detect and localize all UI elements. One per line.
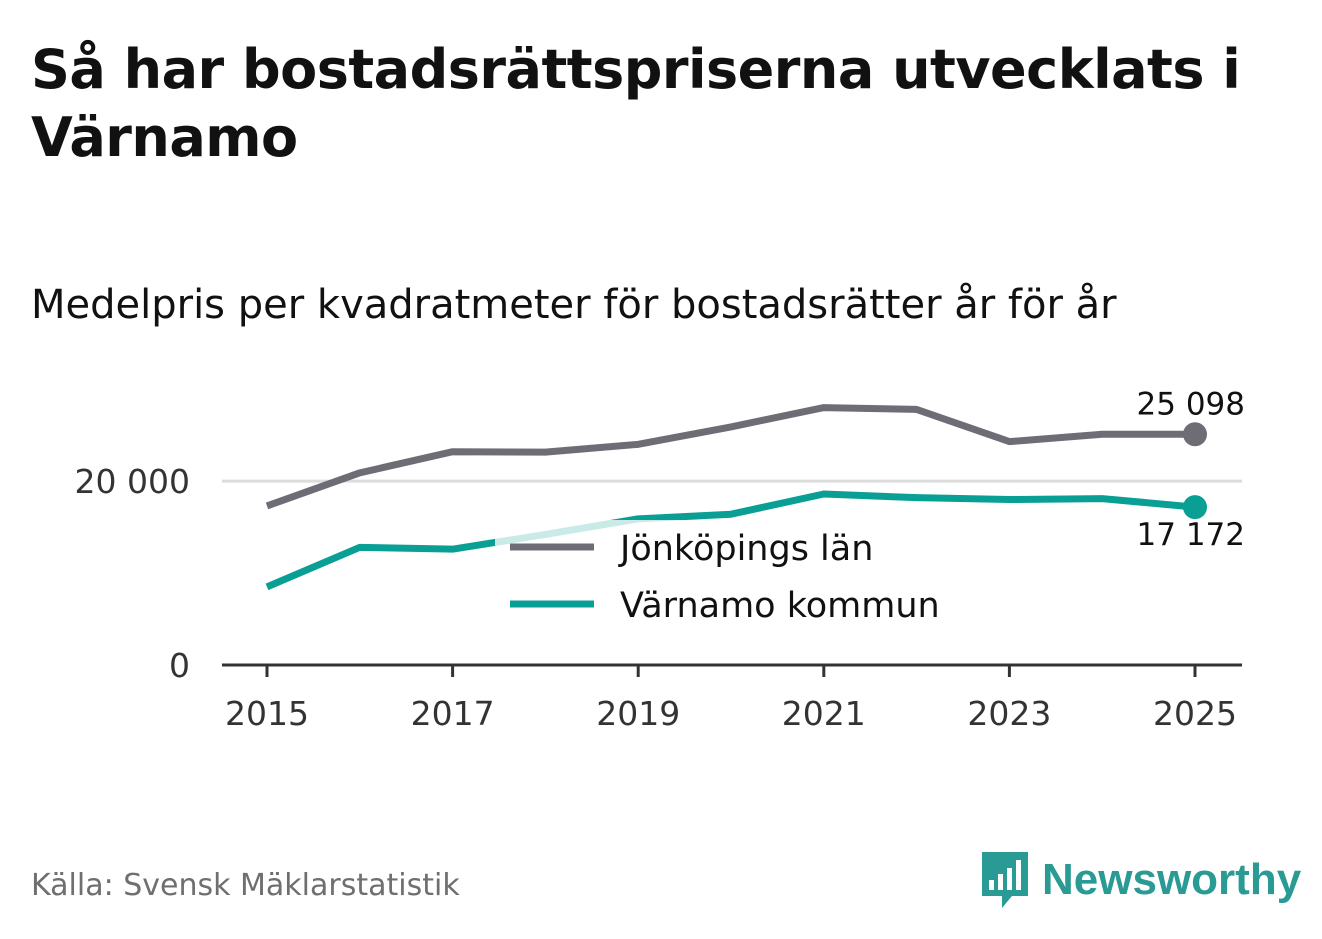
chart-title: Så har bostadsrättspriserna utvecklats i… [31,38,1241,169]
y-tick-label: 0 [169,646,190,685]
newsworthy-logo-icon [982,852,1028,908]
y-tick-label: 20 000 [75,462,190,501]
brand-name: Newsworthy [1042,855,1302,904]
x-tick-label: 2019 [596,694,680,733]
x-tick-label: 2021 [782,694,866,733]
series-line-1 [265,490,1196,591]
x-tick-label: 2017 [411,694,495,733]
legend-label-1: Värnamo kommun [620,586,940,626]
brand-logo[interactable]: Newsworthy [980,850,1301,910]
end-value-label-1: 17 172 [1137,517,1245,553]
legend-label-0: Jönköpings län [618,529,873,569]
series-end-point-0 [1183,422,1207,447]
end-value-label-0: 25 098 [1137,386,1245,422]
legend-background [495,520,940,632]
chart-subtitle: Medelpris per kvadratmeter för bostadsrä… [31,282,1117,328]
x-tick-label: 2023 [967,694,1051,733]
series-line-0 [265,404,1196,510]
x-tick-label: 2025 [1153,694,1237,733]
series-end-point-1 [1183,495,1207,520]
x-tick-label: 2015 [225,694,309,733]
source-note: Källa: Svensk Mäklarstatistik [31,868,460,903]
